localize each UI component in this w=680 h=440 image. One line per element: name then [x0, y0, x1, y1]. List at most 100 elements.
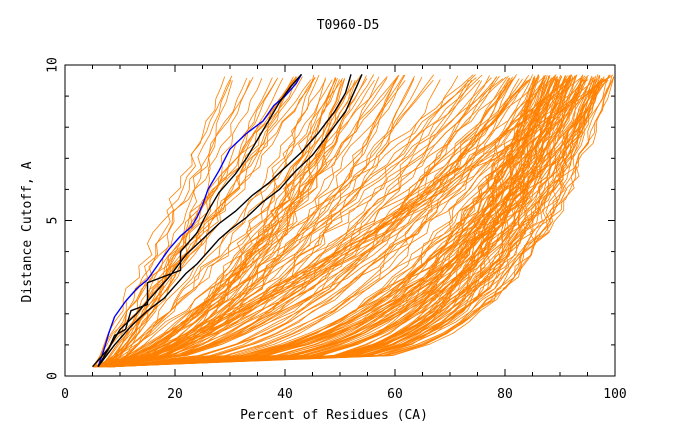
model-curve	[106, 74, 301, 367]
model-curve	[95, 74, 435, 368]
model-curve	[108, 75, 601, 368]
model-curve	[98, 77, 588, 368]
model-curve	[104, 74, 539, 368]
model-curve	[109, 78, 568, 368]
model-curve	[114, 78, 557, 368]
model-curve	[94, 75, 233, 367]
model-curve	[104, 79, 434, 368]
model-curve	[99, 79, 585, 368]
highlight-curves	[91, 73, 363, 368]
x-tick-label: 60	[387, 387, 403, 402]
x-tick-label: 40	[277, 387, 293, 402]
model-curve	[112, 78, 343, 368]
y-tick-label: 10	[46, 57, 61, 73]
model-curve	[96, 74, 474, 368]
model-curve	[106, 78, 559, 368]
model-curve	[99, 75, 459, 368]
model-curve	[99, 76, 595, 368]
model-curve	[96, 77, 546, 368]
axis-ticks	[64, 64, 616, 377]
model-curve	[96, 74, 315, 368]
model-curve	[112, 76, 294, 368]
tick-labels: 0 20 40 60 80 100 0 5 10	[46, 57, 627, 402]
model-curve	[106, 77, 399, 368]
model-curve	[113, 74, 405, 368]
model-curve	[99, 76, 516, 368]
model-curve	[100, 76, 507, 368]
model-curve	[111, 74, 572, 368]
model-curve	[106, 74, 400, 368]
model-curve	[93, 76, 415, 368]
model-curve	[110, 80, 483, 368]
background-model-curves	[92, 74, 615, 368]
model-curve	[101, 79, 601, 368]
chart-title: T0960-D5	[317, 18, 380, 33]
model-curve	[92, 76, 226, 367]
model-curve	[94, 74, 517, 368]
y-axis-label: Distance Cutoff, A	[20, 161, 35, 302]
highlight-curve-1	[97, 73, 303, 367]
x-tick-label: 100	[603, 387, 626, 402]
model-curve	[99, 74, 584, 368]
model-curve	[110, 80, 546, 368]
model-curve	[93, 76, 497, 368]
model-curve	[101, 77, 492, 368]
x-axis-label: Percent of Residues (CA)	[240, 408, 428, 423]
x-tick-label: 20	[167, 387, 183, 402]
model-curve	[108, 74, 611, 368]
model-curve	[100, 78, 545, 368]
model-curve	[105, 79, 586, 368]
model-curve	[107, 76, 615, 368]
model-curve	[109, 79, 232, 367]
model-curve	[110, 77, 398, 368]
model-curve	[110, 74, 573, 368]
model-curve	[103, 80, 568, 368]
model-curve	[113, 76, 582, 368]
model-curve	[102, 77, 528, 368]
model-curve	[95, 75, 572, 368]
model-curve	[112, 74, 551, 368]
x-tick-label: 0	[61, 387, 69, 402]
model-curve	[98, 79, 531, 368]
model-curve	[113, 75, 556, 368]
model-curve	[98, 80, 528, 368]
model-curve	[93, 79, 333, 368]
model-curve	[94, 76, 254, 367]
highlight-curve-2	[97, 73, 303, 368]
model-curve	[102, 78, 415, 368]
y-tick-label: 0	[46, 372, 61, 380]
model-curve	[106, 74, 600, 368]
model-curve	[109, 74, 533, 368]
model-curve	[102, 77, 279, 367]
model-curve	[113, 76, 605, 368]
model-curve	[92, 78, 523, 368]
model-curve	[108, 78, 504, 368]
model-curve	[95, 77, 556, 368]
x-tick-label: 80	[497, 387, 513, 402]
model-curve	[111, 76, 303, 367]
model-curve	[96, 79, 441, 368]
model-curve	[108, 79, 343, 368]
model-curve	[99, 79, 543, 368]
model-curve	[103, 79, 596, 368]
model-curve	[99, 79, 602, 368]
model-curve	[111, 77, 477, 368]
model-curve	[101, 78, 605, 368]
model-curve	[98, 75, 548, 368]
highlight-curve-3	[97, 74, 363, 368]
model-curve	[98, 77, 574, 368]
model-curve	[111, 75, 509, 368]
model-curve	[95, 74, 557, 368]
y-tick-label: 5	[46, 217, 61, 225]
model-curve	[112, 76, 587, 368]
model-curve	[104, 79, 469, 368]
model-curve	[110, 76, 498, 368]
model-curve	[113, 76, 550, 368]
model-curve	[93, 77, 248, 367]
model-curve	[105, 79, 353, 368]
model-curve	[106, 74, 584, 368]
model-curve	[93, 78, 520, 368]
model-curve	[97, 77, 544, 368]
model-curve	[102, 78, 359, 368]
